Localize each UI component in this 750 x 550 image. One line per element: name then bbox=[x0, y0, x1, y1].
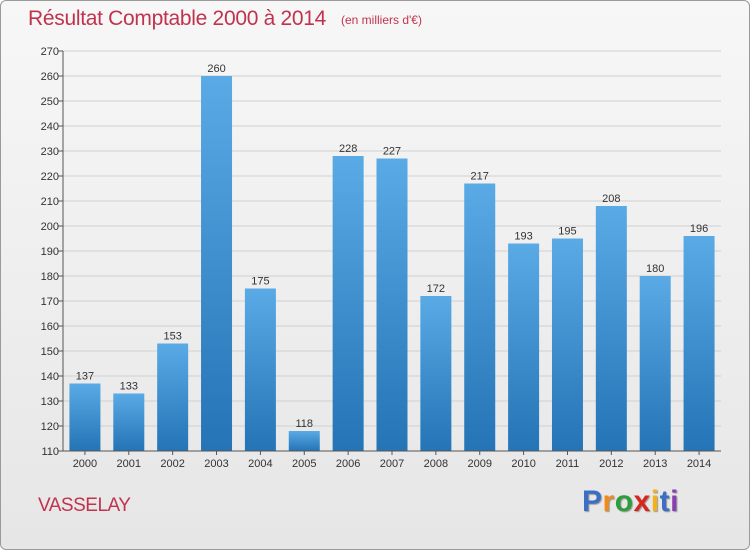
y-tick-label: 130 bbox=[41, 396, 59, 408]
bar bbox=[464, 183, 496, 451]
bar bbox=[508, 243, 540, 451]
bar-value-label: 118 bbox=[295, 418, 313, 430]
x-tick-label: 2014 bbox=[687, 458, 711, 470]
bar bbox=[595, 206, 627, 451]
bar-value-label: 153 bbox=[163, 331, 181, 343]
y-tick-label: 240 bbox=[41, 121, 59, 133]
bar-layer: 137 133 153 260 175 118 228 227 172 217 193 195 208 1… bbox=[69, 63, 715, 451]
chart-title: Résultat Comptable 2000 à 2014 bbox=[28, 7, 327, 30]
chart-subtitle: (en milliers d'€) bbox=[341, 13, 422, 27]
bar-value-label: 196 bbox=[690, 223, 708, 235]
bar bbox=[113, 393, 145, 451]
bar bbox=[288, 431, 320, 451]
logo-letter: x bbox=[633, 485, 651, 518]
y-tick-label: 210 bbox=[41, 196, 59, 208]
logo-letter: t bbox=[659, 485, 671, 518]
axis-layer: 110 120 130 140 150 160 170 180 190 200 210 220 230 2… bbox=[41, 46, 721, 470]
bar bbox=[157, 343, 189, 451]
x-tick-label: 2000 bbox=[73, 458, 97, 470]
bar-value-label: 228 bbox=[339, 143, 357, 155]
x-tick-label: 2011 bbox=[556, 458, 580, 470]
y-tick-label: 150 bbox=[41, 346, 59, 358]
bar-value-label: 227 bbox=[383, 146, 401, 158]
y-tick-label: 110 bbox=[41, 446, 59, 458]
bar-value-label: 195 bbox=[558, 226, 576, 238]
x-tick-label: 2007 bbox=[380, 458, 404, 470]
x-tick-label: 2001 bbox=[117, 458, 141, 470]
x-tick-label: 2008 bbox=[424, 458, 448, 470]
bar-value-label: 193 bbox=[514, 231, 532, 243]
commune-name: VASSELAY bbox=[38, 495, 131, 516]
bar bbox=[69, 383, 101, 451]
bar bbox=[201, 76, 233, 451]
bar bbox=[376, 158, 408, 451]
bar-value-label: 137 bbox=[76, 371, 94, 383]
bar-value-label: 175 bbox=[251, 276, 269, 288]
logo-letter: r bbox=[602, 485, 615, 518]
x-tick-label: 2012 bbox=[599, 458, 623, 470]
y-tick-label: 120 bbox=[41, 421, 59, 433]
y-tick-label: 250 bbox=[41, 96, 59, 108]
bar-value-label: 217 bbox=[471, 171, 489, 183]
x-tick-label: 2005 bbox=[292, 458, 316, 470]
bar-value-label: 260 bbox=[207, 63, 225, 75]
bar bbox=[551, 238, 583, 451]
bar bbox=[244, 288, 276, 451]
y-tick-label: 200 bbox=[41, 221, 59, 233]
proxiti-logo[interactable]: Proxiti bbox=[582, 485, 679, 519]
y-tick-label: 270 bbox=[41, 46, 59, 58]
x-tick-label: 2013 bbox=[643, 458, 667, 470]
y-tick-label: 220 bbox=[41, 171, 59, 183]
y-tick-label: 260 bbox=[41, 71, 59, 83]
x-tick-label: 2009 bbox=[467, 458, 491, 470]
x-tick-label: 2004 bbox=[248, 458, 272, 470]
x-tick-label: 2002 bbox=[160, 458, 184, 470]
bar-value-label: 133 bbox=[120, 381, 138, 393]
y-tick-label: 170 bbox=[41, 296, 59, 308]
x-tick-label: 2003 bbox=[204, 458, 228, 470]
y-tick-label: 190 bbox=[41, 246, 59, 258]
bar bbox=[639, 276, 671, 451]
bar-value-label: 180 bbox=[646, 263, 664, 275]
logo-letter: i bbox=[650, 485, 660, 518]
bar bbox=[332, 156, 364, 451]
x-tick-label: 2010 bbox=[511, 458, 535, 470]
bar-value-label: 172 bbox=[427, 283, 445, 295]
bar bbox=[683, 236, 715, 451]
y-tick-label: 180 bbox=[41, 271, 59, 283]
y-tick-label: 160 bbox=[41, 321, 59, 333]
bar-value-label: 208 bbox=[602, 193, 620, 205]
logo-letter: o bbox=[614, 485, 634, 518]
y-tick-label: 230 bbox=[41, 146, 59, 158]
bar bbox=[420, 296, 452, 451]
logo-letter: P bbox=[582, 485, 603, 518]
logo-letter: i bbox=[670, 485, 679, 518]
y-tick-label: 140 bbox=[41, 371, 59, 383]
x-tick-label: 2006 bbox=[336, 458, 360, 470]
